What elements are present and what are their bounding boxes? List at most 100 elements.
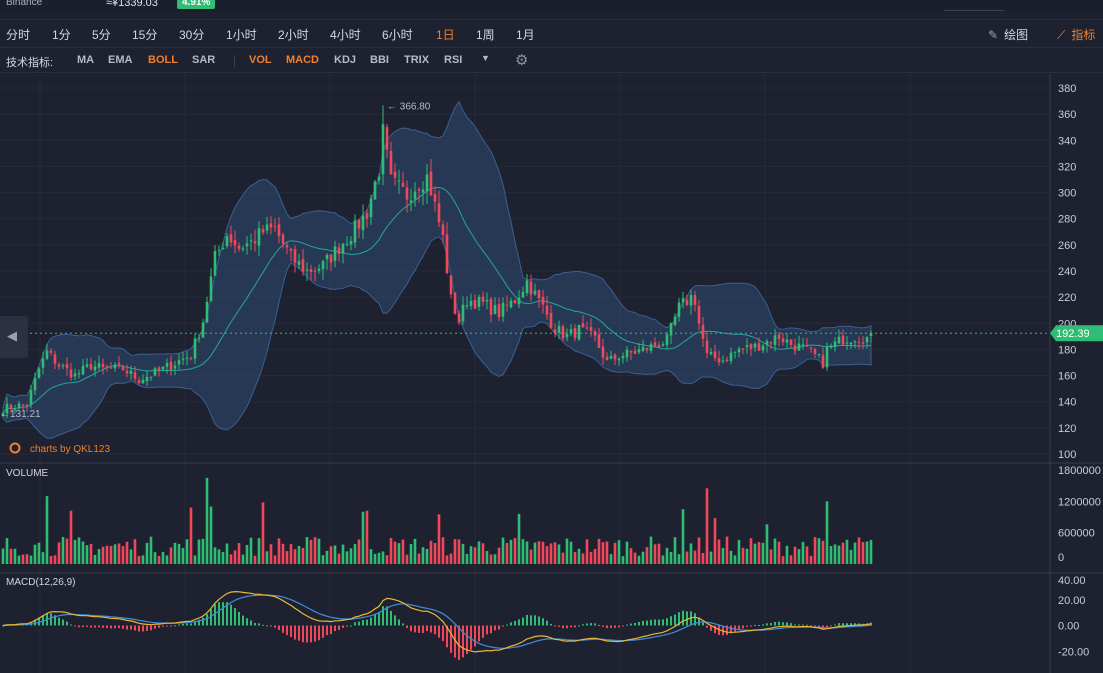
gear-icon[interactable]: ⚙ (515, 52, 529, 69)
candle (845, 335, 849, 350)
interval-tab[interactable]: 30分 (179, 28, 205, 42)
volume-bar (593, 548, 597, 564)
candle (269, 216, 273, 235)
interval-tab[interactable]: 15分 (132, 28, 158, 42)
macd-histogram-bar (50, 613, 52, 626)
draw-label: 绘图 (1004, 28, 1029, 42)
candle-body (149, 376, 153, 378)
volume-bar (841, 542, 845, 564)
candle (489, 297, 493, 323)
candle (425, 163, 429, 204)
candle (713, 344, 717, 362)
volume-bar (85, 545, 89, 564)
candle (301, 249, 305, 276)
macd-histogram-bar (498, 625, 500, 630)
candle-body (377, 176, 381, 181)
candle-body (473, 299, 477, 309)
macd-histogram-bar (274, 625, 276, 628)
indicator-bbi[interactable]: BBI (370, 54, 389, 66)
interval-tab-active[interactable]: 1日 (436, 28, 455, 42)
chart-area[interactable]: 3803603403203002802602402202001801601401… (0, 74, 1103, 673)
macd-histogram-bar (798, 624, 800, 626)
pencil-icon: ✎ (988, 28, 999, 42)
interval-tab[interactable]: 6小时 (382, 28, 413, 42)
price-tick-label: 320 (1058, 161, 1076, 173)
grid-lines (0, 74, 1103, 673)
candle (677, 298, 681, 322)
candle-body (81, 365, 85, 375)
indicator-sar[interactable]: SAR (192, 54, 216, 66)
volume-bar (573, 552, 577, 564)
candle (501, 297, 505, 323)
indicator-rsi[interactable]: RSI (444, 54, 463, 66)
candle-body (229, 234, 233, 243)
macd-histogram-bar (134, 625, 136, 631)
candle-body (157, 367, 161, 371)
candle (13, 404, 17, 414)
volume-bar (5, 538, 9, 564)
interval-tab[interactable]: 1月 (516, 28, 535, 42)
macd-histogram-bar (78, 625, 80, 628)
candle (617, 357, 621, 366)
interval-tab[interactable]: 2小时 (278, 28, 309, 42)
candle-body (797, 343, 801, 351)
interval-tab[interactable]: 1分 (52, 28, 71, 42)
indicator-heading: 技术指标: (6, 57, 54, 69)
macd-histogram-bar (374, 614, 376, 626)
exchange-name: Binance (6, 0, 43, 8)
indicator-kdj[interactable]: KDJ (334, 54, 357, 66)
candle (813, 347, 817, 358)
macd-histogram-bar (734, 625, 736, 632)
candle (201, 318, 205, 338)
candle-body (501, 303, 505, 317)
volume-bar (661, 555, 665, 564)
volume-bar (217, 549, 221, 564)
candle-body (121, 366, 125, 371)
interval-tab[interactable]: 5分 (92, 28, 111, 42)
interval-tab[interactable]: 1周 (476, 28, 495, 42)
volume-bar (757, 542, 761, 564)
candle-body (153, 368, 157, 376)
candle (729, 347, 733, 365)
candle-body (457, 313, 461, 323)
candle (25, 403, 29, 413)
candle-body (461, 304, 465, 322)
indicator-trix[interactable]: TRIX (404, 54, 430, 66)
interval-tab[interactable]: 4小时 (330, 28, 361, 42)
macd-histogram-bar (854, 623, 856, 626)
candle-body (245, 243, 249, 247)
volume-bar (181, 548, 185, 564)
volume-bar (277, 538, 281, 564)
candle (757, 337, 761, 351)
macd-histogram-bar (698, 617, 700, 626)
macd-histogram-bar (630, 623, 632, 626)
volume-bar (157, 555, 161, 564)
indicator-vol[interactable]: VOL (249, 54, 272, 66)
candle (541, 289, 545, 314)
candle (205, 296, 209, 324)
macd-histogram-bar (722, 625, 724, 636)
candle (825, 342, 829, 372)
candle-body (409, 200, 413, 203)
indicator-ema[interactable]: EMA (108, 54, 133, 66)
candle-body (77, 373, 81, 375)
interval-tab[interactable]: 1小时 (226, 28, 257, 42)
volume-bar (209, 506, 213, 564)
candle (605, 352, 609, 361)
macd-histogram-bar (218, 602, 220, 626)
scroll-left-button[interactable]: ◀ (0, 316, 28, 358)
indicator-macd[interactable]: MACD (286, 54, 319, 66)
indicator-ma[interactable]: MA (77, 54, 95, 66)
volume-bar (433, 543, 437, 564)
volume-bar (549, 543, 553, 564)
more-indicators-dropdown[interactable]: ▼ (481, 53, 490, 63)
candle (613, 353, 617, 366)
interval-tab[interactable]: 分时 (6, 28, 31, 42)
macd-histogram-bar (270, 625, 272, 627)
macd-histogram-bar (638, 621, 640, 626)
indicator-boll[interactable]: BOLL (148, 54, 178, 66)
indicator-tool-button[interactable]: ⟋ 指标 (1057, 26, 1095, 43)
volume-bar (737, 539, 741, 564)
draw-tool-button[interactable]: ✎ 绘图 (988, 26, 1028, 43)
macd-histogram-bar (802, 624, 804, 626)
